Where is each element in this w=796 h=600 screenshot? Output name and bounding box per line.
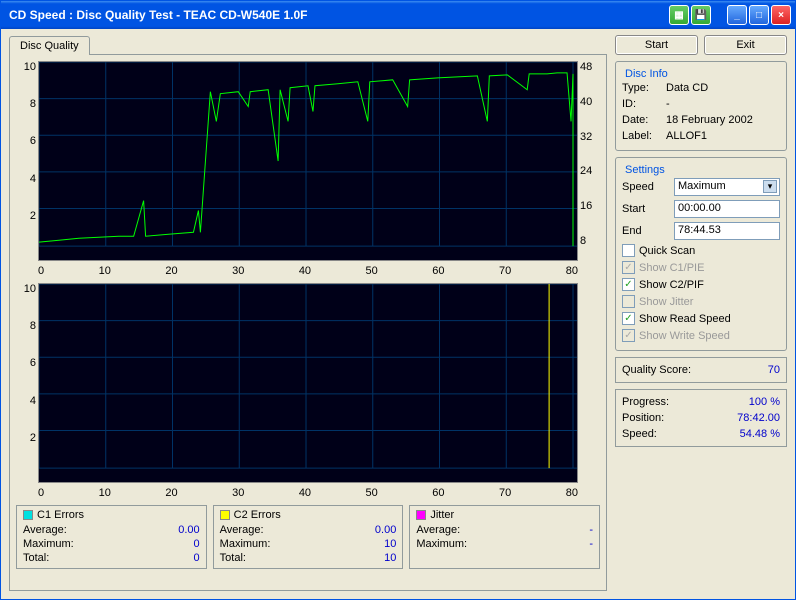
stats-c1: C1 Errors Average:0.00 Maximum:0 Total:0 xyxy=(16,505,207,569)
c1-swatch xyxy=(23,510,33,520)
tab-disc-quality[interactable]: Disc Quality xyxy=(9,36,90,55)
jitter-swatch xyxy=(416,510,426,520)
end-input[interactable]: 78:44.53 xyxy=(674,222,780,240)
settings-box: Settings SpeedMaximum Start00:00.00 End7… xyxy=(615,157,787,351)
progress-box: Progress:100 % Position:78:42.00 Speed:5… xyxy=(615,389,787,447)
tab-body: 108642 48403224168 01020304050607080 xyxy=(9,54,607,591)
start-button[interactable]: Start xyxy=(615,35,698,55)
jitter-title: Jitter xyxy=(430,509,454,521)
close-button[interactable]: × xyxy=(771,5,791,25)
c2-title: C2 Errors xyxy=(234,509,281,521)
chart-top xyxy=(38,61,578,261)
chart1-x: 01020304050607080 xyxy=(38,265,578,277)
start-input[interactable]: 00:00.00 xyxy=(674,200,780,218)
chart2-y-left: 108642 xyxy=(20,283,36,469)
stats-jitter: Jitter Average:- Maximum:- xyxy=(409,505,600,569)
exit-button[interactable]: Exit xyxy=(704,35,787,55)
minimize-button[interactable]: _ xyxy=(727,5,747,25)
disc-info-legend: Disc Info xyxy=(622,68,671,80)
chart2-x: 01020304050607080 xyxy=(38,487,578,499)
quality-box: Quality Score:70 xyxy=(615,357,787,383)
show-jitter-checkbox xyxy=(622,295,635,308)
settings-legend: Settings xyxy=(622,164,668,176)
stats-c2: C2 Errors Average:0.00 Maximum:10 Total:… xyxy=(213,505,404,569)
window-title: CD Speed : Disc Quality Test - TEAC CD-W… xyxy=(5,8,669,22)
speed-select[interactable]: Maximum xyxy=(674,178,780,196)
c1-title: C1 Errors xyxy=(37,509,84,521)
titlebar-btn-1[interactable]: ▦ xyxy=(669,5,689,25)
disc-info-box: Disc Info Type:Data CD ID:- Date:18 Febr… xyxy=(615,61,787,151)
show-readspeed-checkbox[interactable]: ✓ xyxy=(622,312,635,325)
show-writespeed-checkbox: ✓ xyxy=(622,329,635,342)
show-c2-checkbox[interactable]: ✓ xyxy=(622,278,635,291)
show-c1-checkbox: ✓ xyxy=(622,261,635,274)
chart1-y-right: 48403224168 xyxy=(580,61,596,247)
quickscan-checkbox[interactable] xyxy=(622,244,635,257)
main-window: CD Speed : Disc Quality Test - TEAC CD-W… xyxy=(0,0,796,600)
chart1-y-left: 108642 xyxy=(20,61,36,247)
maximize-button[interactable]: □ xyxy=(749,5,769,25)
c2-swatch xyxy=(220,510,230,520)
chart-bottom xyxy=(38,283,578,483)
titlebar[interactable]: CD Speed : Disc Quality Test - TEAC CD-W… xyxy=(1,1,795,29)
save-icon[interactable]: 💾 xyxy=(691,5,711,25)
